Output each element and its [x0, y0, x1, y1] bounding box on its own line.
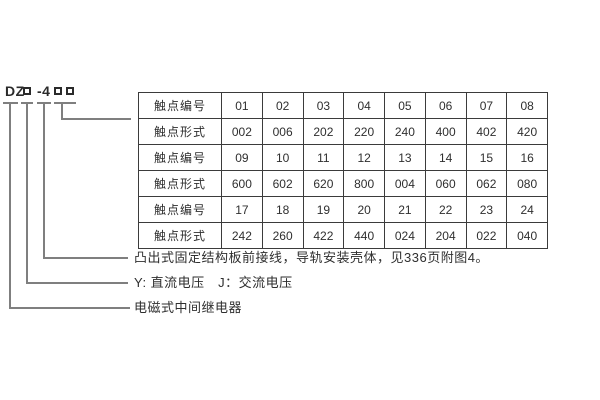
value-cell: 260 — [261, 222, 304, 249]
value-cell: 01 — [221, 92, 263, 119]
value-cell: 602 — [261, 170, 304, 197]
placeholder-box-icon — [66, 87, 74, 95]
value-cell: 024 — [384, 222, 426, 249]
contact-table-body: 触点编号 01 02 03 04 05 06 07 08 触点形式 002 006 202 220 240 4… — [138, 92, 548, 249]
leader-vline-voltage — [26, 102, 28, 284]
placeholder-box-icon — [23, 87, 31, 95]
value-cell: 07 — [465, 92, 508, 119]
leader-vline-contacts — [61, 102, 63, 120]
annotation-relay-note: 电磁式中间继电器 — [134, 300, 243, 315]
table-row: 触点形式 600 602 620 800 004 060 062 080 — [138, 170, 548, 197]
value-cell: 040 — [506, 222, 548, 249]
table-row: 触点编号 01 02 03 04 05 06 07 08 — [138, 92, 548, 119]
value-cell: 12 — [343, 144, 385, 171]
model-code-dash-number: -4 — [37, 83, 51, 99]
leader-hline-relay — [9, 307, 130, 309]
value-cell: 24 — [506, 196, 548, 223]
value-cell: 08 — [506, 92, 548, 119]
leader-vline-relay — [9, 102, 11, 309]
leader-hline-mount — [43, 257, 128, 259]
value-cell: 19 — [302, 196, 345, 223]
value-cell: 204 — [424, 222, 467, 249]
value-cell: 15 — [465, 144, 508, 171]
contact-table: 触点编号 01 02 03 04 05 06 07 08 触点形式 002 006 202 220 240 4… — [138, 92, 548, 249]
leader-hline-voltage — [26, 282, 128, 284]
table-row: 触点编号 09 10 11 12 13 14 15 16 — [138, 144, 548, 171]
value-cell: 440 — [343, 222, 385, 249]
value-cell: 800 — [343, 170, 385, 197]
value-cell: 240 — [384, 118, 426, 145]
value-cell: 06 — [424, 92, 467, 119]
value-cell: 022 — [465, 222, 508, 249]
value-cell: 620 — [302, 170, 345, 197]
value-cell: 13 — [384, 144, 426, 171]
value-cell: 422 — [302, 222, 345, 249]
value-cell: 04 — [343, 92, 385, 119]
value-cell: 080 — [506, 170, 548, 197]
row-label-cell: 触点形式 — [138, 118, 222, 145]
value-cell: 05 — [384, 92, 426, 119]
value-cell: 402 — [465, 118, 508, 145]
model-code-prefix: DZ — [5, 83, 25, 99]
value-cell: 002 — [221, 118, 263, 145]
value-cell: 006 — [261, 118, 304, 145]
annotation-voltage-note: Y: 直流电压 J：交流电压 — [134, 275, 293, 290]
value-cell: 23 — [465, 196, 508, 223]
value-cell: 202 — [302, 118, 345, 145]
value-cell: 17 — [221, 196, 263, 223]
annotation-mount-note: 凸出式固定结构板前接线，导轨安装壳体，见336页附图4。 — [134, 250, 489, 265]
value-cell: 11 — [302, 144, 345, 171]
value-cell: 16 — [506, 144, 548, 171]
value-cell: 14 — [424, 144, 467, 171]
row-label-cell: 触点编号 — [138, 196, 222, 223]
value-cell: 062 — [465, 170, 508, 197]
leader-hline-contacts — [61, 118, 131, 120]
leader-vline-mount — [43, 102, 45, 259]
value-cell: 220 — [343, 118, 385, 145]
value-cell: 18 — [261, 196, 304, 223]
placeholder-box-icon — [54, 87, 62, 95]
value-cell: 09 — [221, 144, 263, 171]
row-label-cell: 触点形式 — [138, 170, 222, 197]
table-row: 触点形式 002 006 202 220 240 400 402 420 — [138, 118, 548, 145]
value-cell: 20 — [343, 196, 385, 223]
value-cell: 02 — [261, 92, 304, 119]
tick-under-contact-boxes — [54, 102, 76, 104]
value-cell: 21 — [384, 196, 426, 223]
value-cell: 004 — [384, 170, 426, 197]
table-row: 触点编号 17 18 19 20 21 22 23 24 — [138, 196, 548, 223]
table-row: 触点形式 242 260 422 440 024 204 022 040 — [138, 222, 548, 249]
row-label-cell: 触点编号 — [138, 92, 222, 119]
value-cell: 400 — [424, 118, 467, 145]
value-cell: 10 — [261, 144, 304, 171]
value-cell: 060 — [424, 170, 467, 197]
value-cell: 600 — [221, 170, 263, 197]
value-cell: 22 — [424, 196, 467, 223]
value-cell: 03 — [302, 92, 345, 119]
row-label-cell: 触点编号 — [138, 144, 222, 171]
value-cell: 242 — [221, 222, 263, 249]
row-label-cell: 触点形式 — [138, 222, 222, 249]
value-cell: 420 — [506, 118, 548, 145]
